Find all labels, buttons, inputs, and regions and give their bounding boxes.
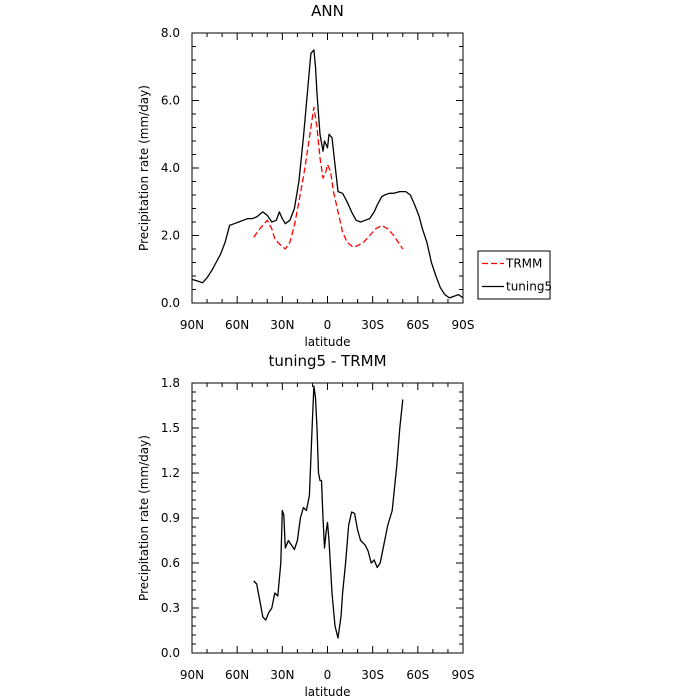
series-line-difference	[253, 385, 404, 639]
x-tick-label: 0	[324, 318, 332, 332]
y-tick-label: 6.0	[161, 94, 180, 108]
legend: TRMM tuning5	[477, 250, 552, 300]
series-line-tuning5	[191, 49, 464, 299]
plot-frame	[191, 382, 464, 654]
x-tick-label: 30S	[361, 318, 384, 332]
x-tick-label: 90S	[452, 668, 475, 682]
y-tick-label: 2.0	[161, 229, 180, 243]
y-tick-label: 0.6	[161, 556, 180, 570]
y-axis-label: Precipitation rate (mm/day)	[137, 85, 151, 251]
y-tick-label: 0.3	[161, 601, 180, 615]
y-tick-label: 8.0	[161, 26, 180, 40]
y-tick-label: 4.0	[161, 161, 180, 175]
legend-label-tuning5: tuning5	[506, 280, 552, 294]
x-tick-label: 30N	[270, 668, 294, 682]
x-axis-label: latitude	[304, 335, 350, 349]
y-tick-label: 0.0	[161, 296, 180, 310]
x-tick-label: 30S	[361, 668, 384, 682]
y-tick-label: 0.9	[161, 511, 180, 525]
x-tick-label: 60N	[225, 318, 249, 332]
chart-title: tuning5 - TRMM	[268, 352, 386, 370]
y-tick-label: 1.8	[161, 376, 180, 390]
x-tick-label: 0	[324, 668, 332, 682]
chart-title: ANN	[311, 2, 344, 20]
x-tick-label: 90S	[452, 318, 475, 332]
plot-frame	[191, 32, 464, 304]
x-axis-label: latitude	[304, 685, 350, 699]
y-axis-label: Precipitation rate (mm/day)	[137, 435, 151, 601]
x-tick-label: 30N	[270, 318, 294, 332]
x-tick-label: 60S	[406, 668, 429, 682]
legend-label-trmm: TRMM	[505, 257, 542, 271]
y-tick-label: 1.5	[161, 421, 180, 435]
x-tick-label: 60N	[225, 668, 249, 682]
series-line-trmm	[253, 106, 404, 250]
annual-mean-panel: 90N 60N 30N 0 30S 60S 90S 0.0 2.0 4.0 6.0 8.0 ANN lat…	[137, 2, 474, 349]
legend-box	[477, 250, 551, 300]
x-tick-label: 90N	[180, 668, 204, 682]
x-tick-label: 60S	[406, 318, 429, 332]
x-tick-label: 90N	[180, 318, 204, 332]
y-tick-label: 0.0	[161, 646, 180, 660]
y-tick-label: 1.2	[161, 466, 180, 480]
difference-panel: 90N 60N 30N 0 30S 60S 90S 0.0 0.3 0.6 0.9 1.2 1.5 1.8…	[137, 352, 474, 699]
